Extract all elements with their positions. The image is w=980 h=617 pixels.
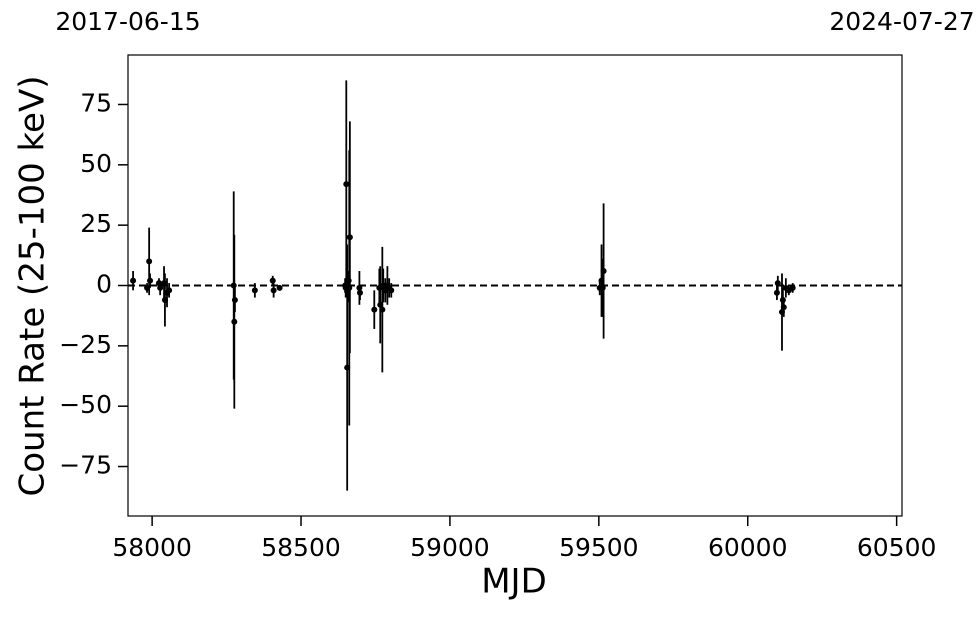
data-point (780, 304, 787, 311)
data-point (773, 289, 780, 296)
data-point (388, 287, 395, 294)
y-tick-label: −25 (59, 330, 112, 359)
top-date-label: 2017-06-15 (55, 7, 200, 36)
y-tick-label: 25 (80, 209, 112, 238)
x-tick-label: 58500 (261, 533, 341, 562)
data-point (600, 268, 607, 275)
data-point (774, 280, 781, 287)
y-tick-label: −75 (59, 451, 112, 480)
y-tick-label: −50 (59, 390, 112, 419)
data-point (276, 284, 283, 291)
data-point (251, 287, 258, 294)
x-tick-label: 60000 (708, 533, 788, 562)
data-point (371, 306, 378, 313)
data-point (270, 287, 277, 294)
data-point (146, 258, 153, 265)
y-tick-label: 75 (80, 88, 112, 117)
data-point (157, 284, 164, 291)
data-point (269, 277, 276, 284)
data-point (379, 306, 386, 313)
data-point (789, 284, 796, 291)
data-point (147, 277, 154, 284)
data-point (356, 289, 363, 296)
x-axis-label: MJD (481, 562, 547, 602)
data-point (166, 287, 173, 294)
data-point (231, 318, 238, 325)
x-tick-label: 58000 (112, 533, 192, 562)
y-tick-label: 50 (80, 149, 112, 178)
top-date-label: 2024-07-27 (829, 7, 974, 36)
y-tick-label: 0 (96, 270, 112, 299)
data-point (342, 282, 349, 289)
data-point (343, 181, 350, 188)
data-point (130, 277, 137, 284)
x-tick-label: 59500 (559, 533, 639, 562)
x-tick-label: 60500 (857, 533, 937, 562)
y-axis-label: Count Rate (25-100 keV) (13, 76, 53, 497)
x-tick-label: 59000 (410, 533, 490, 562)
